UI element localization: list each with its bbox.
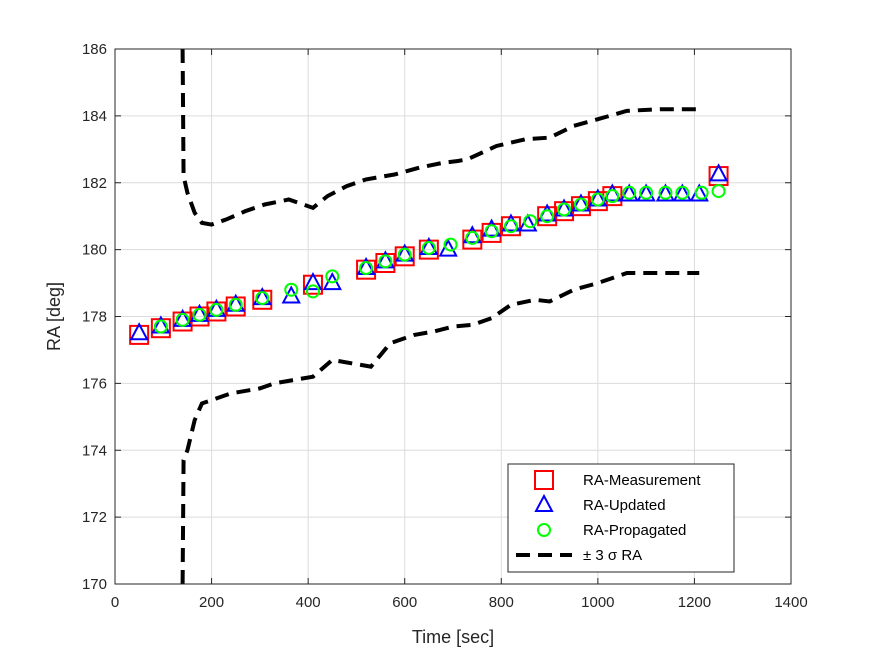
data-point-circle [503,219,518,234]
data-point-circle [443,237,458,252]
data-point-circle [153,319,168,334]
legend-marker-triangle [534,493,554,512]
data-point-circle [359,261,374,276]
data-point-triangle [303,271,323,291]
legend-marker-circle [537,523,551,537]
y-tick-label: 176 [82,375,107,392]
sigma-bound-lower-line [180,271,700,585]
series-circle [153,184,726,334]
y-tick-label: 178 [82,309,107,326]
data-point-circle [675,185,690,200]
data-point-circle [658,185,673,200]
data-point-triangle [636,183,656,202]
data-point-circle [175,312,190,327]
sigma-bound-upper-line [180,48,700,227]
data-point-circle [228,297,243,312]
data-point-circle [711,184,726,199]
x-tick-label: 0 [111,594,119,611]
x-tick-label: 1000 [581,594,614,611]
y-tick-label: 180 [82,242,107,259]
x-tick-label: 800 [489,594,514,611]
data-point-triangle [129,322,149,341]
legend: RA-Measurement RA-Updated RA-Propagated ± 3… [507,463,735,573]
y-tick-label: 172 [82,509,107,526]
data-point-triangle [438,238,458,257]
x-tick-label: 1200 [678,594,711,611]
x-tick-label: 1400 [774,594,807,611]
data-point-circle [523,214,538,229]
y-tick-label: 170 [82,576,107,593]
data-point-circle [590,192,605,207]
data-point-square [481,222,502,243]
legend-marker-square [534,470,554,490]
legend-item: RA-Updated [534,493,666,514]
data-point-triangle [672,183,693,202]
data-point-square [462,229,483,250]
data-point-circle [622,185,637,200]
data-point-triangle [655,183,676,202]
data-point-circle [557,202,572,217]
data-point-triangle [708,163,729,182]
y-tick-label: 186 [82,41,107,58]
data-point-circle [694,185,709,200]
x-tick-label: 400 [296,594,321,611]
data-point-circle [465,230,480,245]
legend-label: RA-Updated [583,497,666,514]
data-point-circle [421,240,436,255]
legend-item: RA-Measurement [534,470,701,490]
legend-item: ± 3 σ RA [516,547,642,564]
legend-label: RA-Measurement [583,472,701,489]
data-point-circle [305,284,320,299]
legend-label: ± 3 σ RA [583,547,642,564]
y-axis-label: RA [deg] [44,282,64,351]
data-point-circle [192,307,207,322]
data-point-circle [325,269,340,284]
x-tick-label: 600 [392,594,417,611]
legend-item: RA-Propagated [537,522,686,539]
data-point-circle [605,189,620,204]
data-point-circle [284,282,299,297]
data-point-circle [573,197,588,212]
ticks: 0 200 400 600 800 1000 1200 1400 170 172 174 176 178… [82,41,808,611]
y-tick-label: 182 [82,175,107,192]
x-tick-label: 200 [199,594,224,611]
data-point-circle [378,254,393,269]
series-layer [129,48,729,585]
series-sigma-bounds [180,48,700,585]
data-point-circle [484,224,499,239]
data-point-circle [540,209,555,224]
data-point-triangle [619,183,639,202]
x-axis-label: Time [sec] [412,627,494,647]
y-tick-label: 184 [82,108,107,125]
data-point-circle [209,302,224,317]
y-tick-label: 174 [82,442,107,459]
data-point-circle [397,247,412,262]
legend-label: RA-Propagated [583,522,686,539]
data-point-circle [255,291,270,306]
data-point-circle [639,185,654,200]
